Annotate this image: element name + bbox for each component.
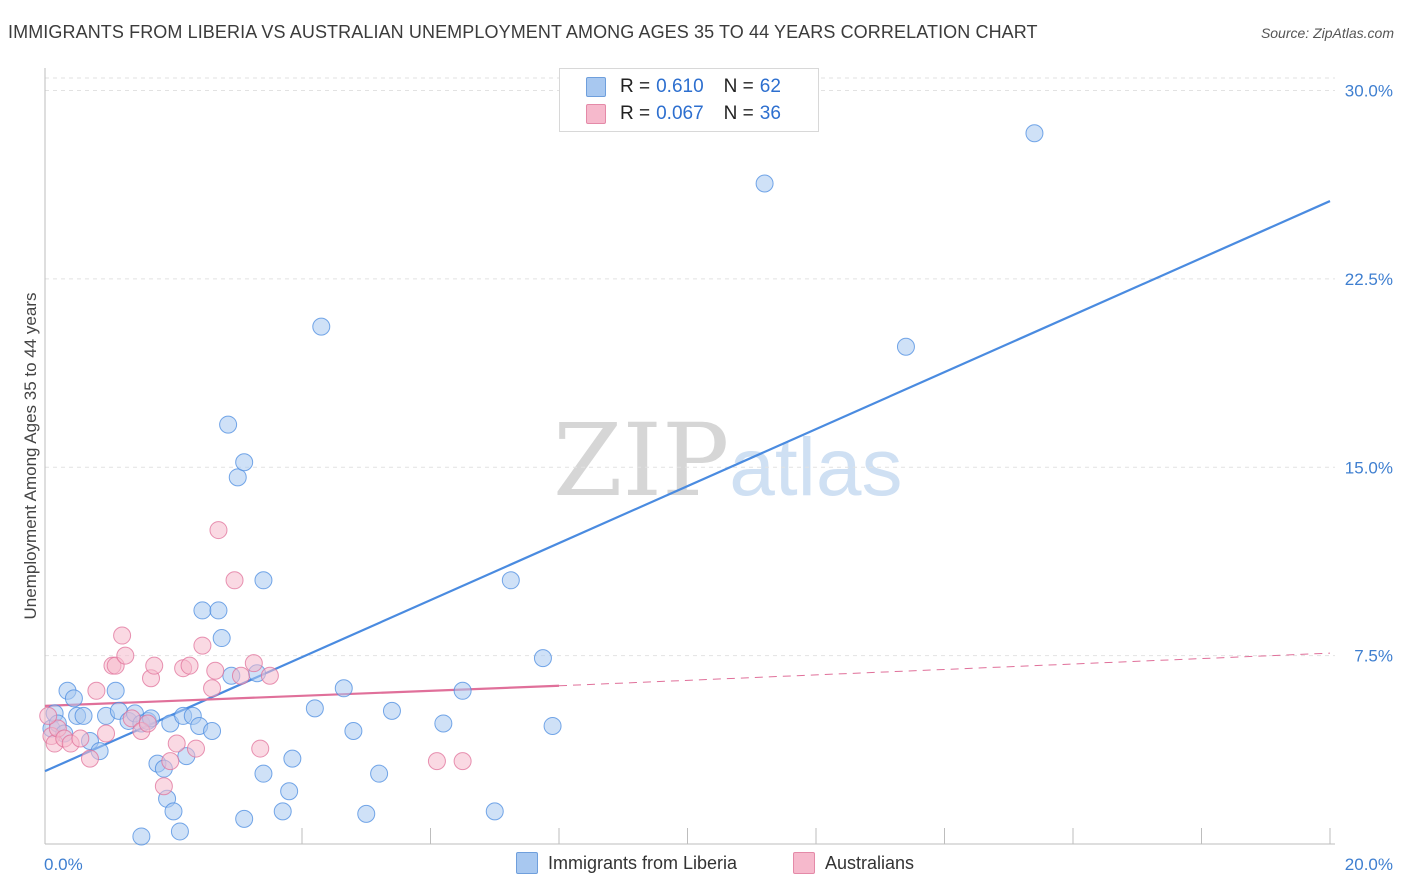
australians-point [209, 521, 228, 540]
correlation-legend: R = 0.610 N = 62 R = 0.067 N = 36 [559, 68, 819, 132]
australians-point [154, 777, 173, 796]
legend-n-value: 62 [759, 76, 781, 97]
liberia-point [334, 679, 353, 698]
liberia-point [283, 749, 302, 768]
liberia-point [543, 716, 562, 735]
liberia-point [170, 822, 189, 841]
australians-point [167, 734, 186, 753]
legend-swatch-australians [586, 104, 606, 124]
australians-point [231, 666, 250, 685]
liberia-point [212, 629, 231, 648]
liberia-point [453, 681, 472, 700]
liberia-point [357, 804, 376, 823]
liberia-point [312, 317, 331, 336]
legend-n-label: N = [723, 103, 754, 124]
y-tick-label: 22.5% [1345, 270, 1393, 289]
liberia-point [64, 689, 83, 708]
australians-point [97, 724, 116, 743]
australians-trendline [44, 684, 560, 707]
liberia-point [132, 827, 151, 846]
legend-n-label: N = [723, 76, 754, 97]
australians-trendline-dashed [558, 652, 1331, 687]
x-tick-label: 20.0% [1345, 855, 1393, 874]
legend-row-liberia: R = 0.610 N = 62 [586, 75, 781, 99]
australians-point [453, 752, 472, 771]
australians-point [39, 706, 58, 725]
liberia-point [74, 706, 93, 725]
series-legend-australians: Australians [793, 852, 914, 874]
series-label-australians: Australians [825, 852, 915, 873]
liberia-point [219, 415, 238, 434]
liberia-point [203, 721, 222, 740]
liberia-point [382, 701, 401, 720]
australians-point [186, 739, 205, 758]
gridlines [45, 77, 1335, 657]
liberia-point [235, 809, 254, 828]
australians-point [122, 709, 141, 728]
liberia-point [305, 699, 324, 718]
axis-labels: 7.5% 15.0% 22.5% 30.0% 0.0% 20.0% Unemployment… [21, 82, 1393, 874]
y-tick-label: 7.5% [1354, 647, 1393, 666]
legend-r-value: 0.067 [656, 103, 704, 124]
liberia-point [485, 802, 504, 821]
chart-title: IMMIGRANTS FROM LIBERIA VS AUSTRALIAN UN… [8, 22, 1038, 42]
legend-r-label: R = [620, 76, 651, 97]
liberia-point [273, 802, 292, 821]
liberia-point [434, 714, 453, 733]
australians-point [116, 646, 135, 665]
data-points [39, 124, 1044, 846]
liberia-point [344, 721, 363, 740]
australians-point [225, 571, 244, 590]
australians-point [203, 679, 222, 698]
australians-point [251, 739, 270, 758]
australians-point [161, 752, 180, 771]
liberia-point [896, 337, 915, 356]
australians-point [260, 666, 279, 685]
australians-point [427, 752, 446, 771]
watermark-zip: ZIP [553, 402, 730, 519]
legend-n-value: 36 [759, 103, 781, 124]
watermark: ZIPatlas [553, 402, 903, 519]
source-label: Source: ZipAtlas.com [1260, 25, 1394, 41]
australians-point [113, 626, 132, 645]
australians-point [180, 656, 199, 675]
australians-point [206, 661, 225, 680]
series-swatch-liberia [516, 852, 538, 874]
y-axis-label: Unemployment Among Ages 35 to 44 years [21, 293, 40, 620]
legend-swatch-liberia [586, 77, 606, 97]
australians-point [244, 654, 263, 673]
australians-point [138, 714, 157, 733]
liberia-point [209, 601, 228, 620]
australians-point [145, 656, 164, 675]
liberia-point [370, 764, 389, 783]
legend-r-label: R = [620, 103, 651, 124]
series-label-liberia: Immigrants from Liberia [548, 852, 738, 873]
series-legend: Immigrants from Liberia Australians [0, 852, 1406, 876]
australians-point [87, 681, 106, 700]
series-legend-liberia: Immigrants from Liberia [516, 852, 737, 874]
y-tick-label: 30.0% [1345, 82, 1393, 101]
liberia-point [254, 764, 273, 783]
liberia-point [106, 681, 125, 700]
australians-point [80, 749, 99, 768]
y-tick-label: 15.0% [1345, 458, 1393, 477]
liberia-point [1025, 124, 1044, 143]
liberia-point [280, 782, 299, 801]
legend-row-australians: R = 0.067 N = 36 [586, 102, 781, 126]
series-swatch-australians [793, 852, 815, 874]
x-tick-label: 0.0% [44, 855, 83, 874]
liberia-point [193, 601, 212, 620]
liberia-point [755, 174, 774, 193]
australians-point [71, 729, 90, 748]
australians-point [193, 636, 212, 655]
liberia-point [235, 453, 254, 472]
liberia-point [533, 649, 552, 668]
legend-r-value: 0.610 [656, 76, 704, 97]
liberia-point [228, 468, 247, 487]
liberia-point [501, 571, 520, 590]
liberia-point [164, 802, 183, 821]
liberia-point [254, 571, 273, 590]
